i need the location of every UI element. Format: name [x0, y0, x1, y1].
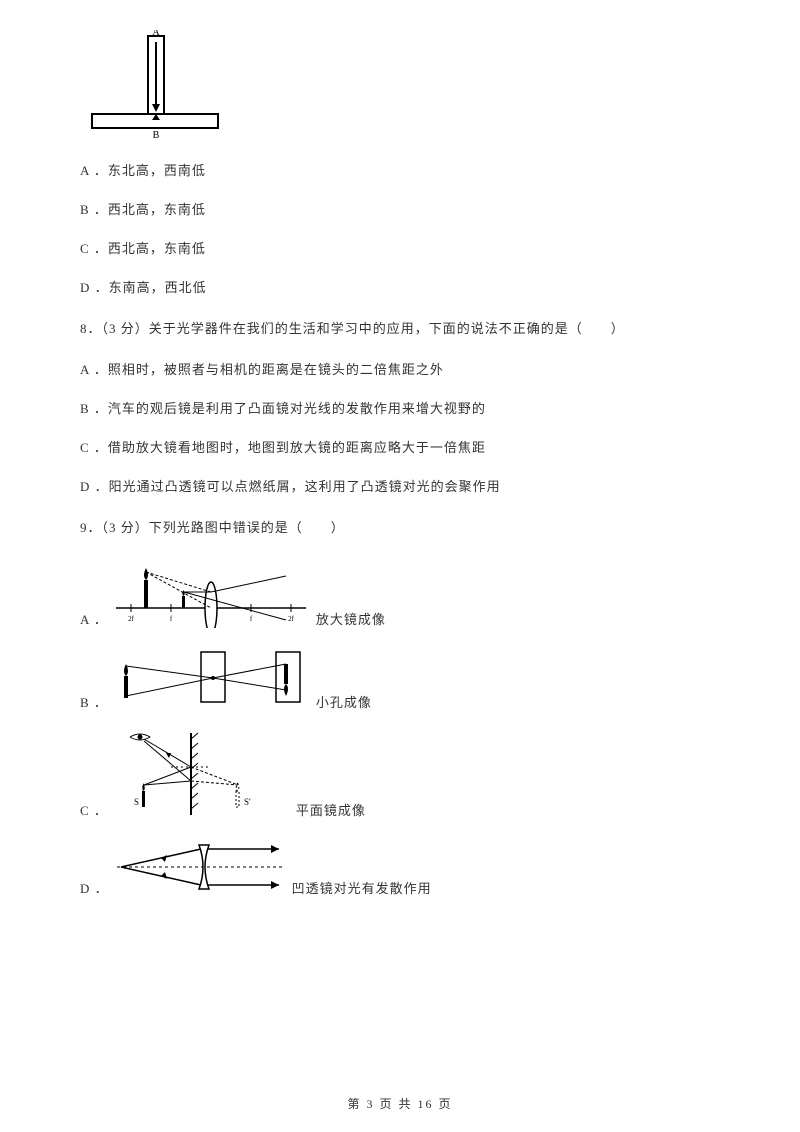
q7-option-D: D ．东南高，西北低	[80, 277, 720, 296]
q8-option-C: C ．借助放大镜看地图时，地图到放大镜的距离应略大于一倍焦距	[80, 437, 720, 456]
q7-diagram: A B	[90, 30, 720, 140]
q8-option-B: B ．汽车的观后镜是利用了凸面镜对光线的发散作用来增大视野的	[80, 398, 720, 417]
svg-text:A: A	[152, 30, 160, 38]
q9-D-prefix: D ．	[80, 878, 109, 897]
q8-option-A: A ．照相时，被照者与相机的距离是在镜头的二倍焦距之外	[80, 359, 720, 378]
svg-text:f: f	[170, 615, 173, 623]
q9-stem: 9．（3 分）下列光路图中错误的是（ ）	[80, 517, 720, 536]
q9-A-prefix: A ．	[80, 609, 108, 628]
svg-text:2f: 2f	[128, 615, 135, 623]
q9-option-B: B ． 小孔成像	[80, 646, 720, 711]
q9-D-suffix: 凹透镜对光有发散作用	[292, 878, 432, 897]
q9-B-suffix: 小孔成像	[316, 692, 372, 711]
q9-C-suffix: 平面镜成像	[296, 800, 366, 819]
svg-text:f: f	[250, 615, 253, 623]
concave-lens-diagram	[117, 837, 282, 897]
pinhole-diagram	[116, 646, 306, 711]
q9-option-C: C ． S S' 平面镜成像	[80, 729, 720, 819]
q9-C-prefix: C ．	[80, 800, 108, 819]
q8-option-D: D ．阳光通过凸透镜可以点燃纸屑，这利用了凸透镜对光的会聚作用	[80, 476, 720, 495]
q9-option-D: D ． 凹透镜对光有发散作用	[80, 837, 720, 897]
arrow-tube-diagram: A B	[90, 30, 220, 140]
svg-text:B: B	[153, 130, 160, 140]
q7-option-C: C ．西北高，东南低	[80, 238, 720, 257]
page-footer: 第 3 页 共 16 页	[0, 1095, 800, 1112]
q9-option-A: A ． 2f f f 2f 放大镜成像	[80, 558, 720, 628]
svg-text:S': S'	[244, 797, 251, 807]
q7-option-B: B ．西北高，东南低	[80, 199, 720, 218]
q9-A-suffix: 放大镜成像	[316, 609, 386, 628]
q9-B-prefix: B ．	[80, 692, 108, 711]
svg-text:S: S	[134, 797, 139, 807]
q7-option-A: A ．东北高，西南低	[80, 160, 720, 179]
q8-stem: 8．（3 分）关于光学器件在我们的生活和学习中的应用，下面的说法不正确的是（ ）	[80, 318, 720, 337]
svg-text:2f: 2f	[288, 615, 295, 623]
plane-mirror-diagram: S S'	[116, 729, 286, 819]
magnifier-ray-diagram: 2f f f 2f	[116, 558, 306, 628]
